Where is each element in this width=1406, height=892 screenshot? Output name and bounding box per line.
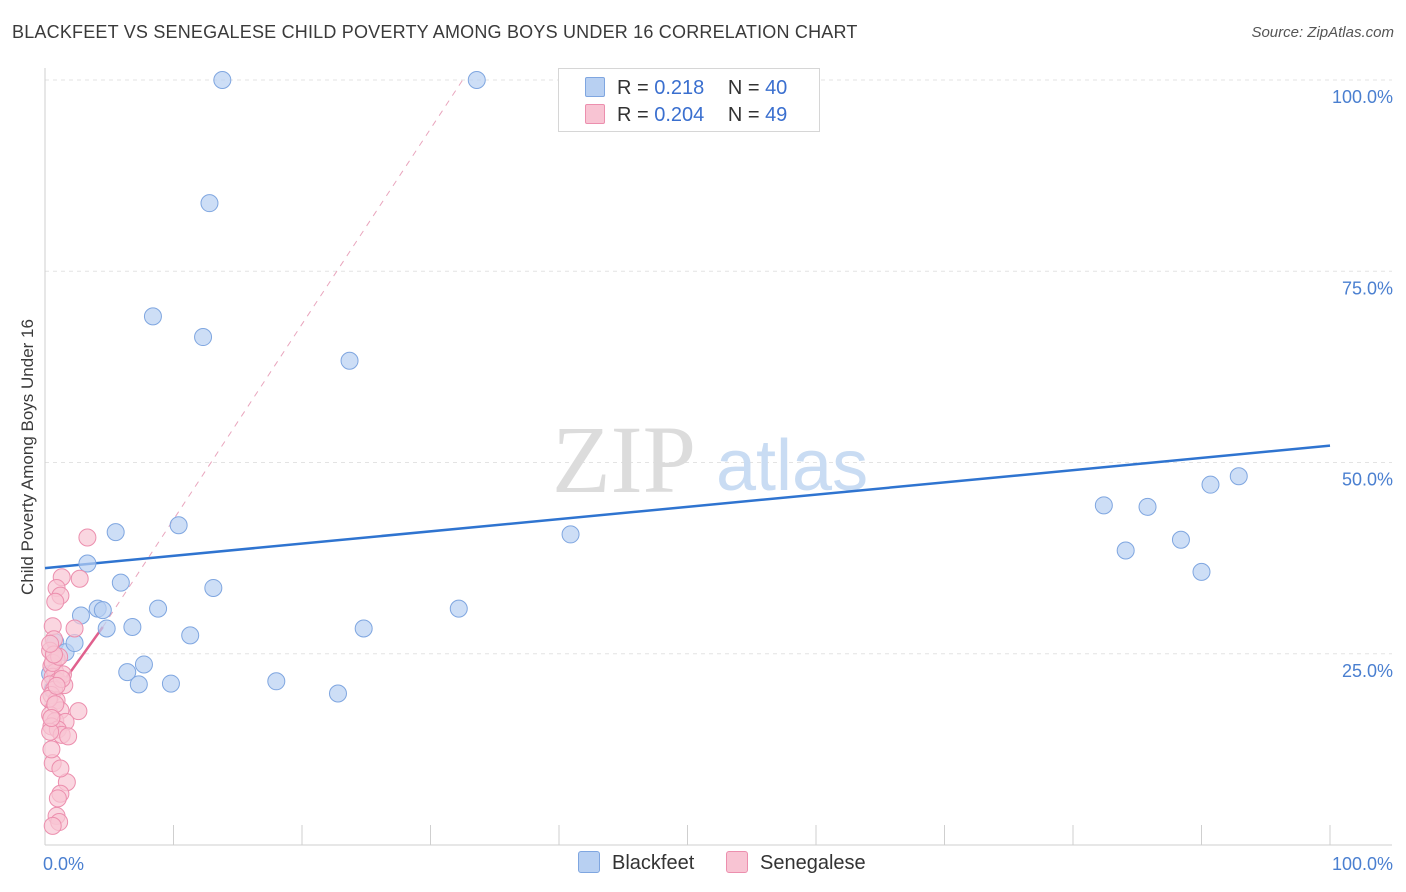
x-tick-label-min: 0.0% <box>43 854 84 874</box>
bottom-legend-label-senegalese: Senegalese <box>760 852 866 874</box>
point-senegalese <box>78 528 97 547</box>
point-senegalese <box>42 740 61 759</box>
trend-lines <box>43 79 1331 709</box>
grid <box>45 79 1392 655</box>
legend-n-label: N = <box>727 104 760 126</box>
legend-swatch-senegalese <box>585 104 605 124</box>
point-senegalese <box>46 592 65 611</box>
point-senegalese <box>48 789 67 808</box>
point-senegalese <box>69 702 88 721</box>
point-blackfeet <box>118 663 137 682</box>
y-tick-label: 50.0% <box>1342 470 1393 490</box>
y-tick-label: 25.0% <box>1342 661 1393 681</box>
point-senegalese <box>70 569 89 588</box>
point-blackfeet <box>1192 562 1211 581</box>
bottom-legend-label-blackfeet: Blackfeet <box>612 852 695 874</box>
point-senegalese <box>59 727 78 746</box>
point-blackfeet <box>200 194 219 213</box>
point-blackfeet <box>354 619 373 638</box>
legend-row-blackfeet: R = 0.218 N = 40 <box>585 77 787 103</box>
point-blackfeet <box>213 71 232 89</box>
point-blackfeet <box>1094 496 1113 515</box>
axes <box>44 68 1392 846</box>
point-senegalese <box>47 676 66 695</box>
point-blackfeet <box>204 578 223 597</box>
trend-line-blackfeet <box>44 444 1331 570</box>
point-blackfeet <box>111 573 130 592</box>
point-blackfeet <box>134 655 153 674</box>
point-blackfeet <box>123 617 142 636</box>
watermark: ZIP atlas <box>552 406 868 513</box>
legend-r-value-blackfeet: 0.218 <box>654 77 705 99</box>
bottom-legend-blackfeet: Blackfeet <box>578 851 694 875</box>
watermark-atlas: atlas <box>716 426 868 506</box>
point-blackfeet <box>143 307 162 326</box>
point-blackfeet <box>467 71 486 89</box>
point-blackfeet <box>449 599 468 618</box>
point-senegalese <box>42 709 61 728</box>
y-tick-label: 100.0% <box>1332 87 1393 107</box>
point-blackfeet <box>267 672 286 691</box>
y-axis-label: Child Poverty Among Boys Under 16 <box>18 319 37 595</box>
legend-r-label: R = <box>617 104 649 126</box>
series-blackfeet <box>41 71 1248 703</box>
legend-r-value-senegalese: 0.204 <box>654 104 705 126</box>
bottom-legend-swatch-senegalese <box>726 851 748 873</box>
point-senegalese <box>51 759 70 778</box>
legend-r-label: R = <box>617 77 649 99</box>
bottom-legend-swatch-blackfeet <box>578 851 600 873</box>
point-blackfeet <box>161 674 180 693</box>
point-blackfeet <box>97 619 116 638</box>
legend-row-senegalese: R = 0.204 N = 49 <box>585 104 787 130</box>
point-senegalese <box>65 619 84 638</box>
legend-swatch-blackfeet <box>585 77 605 97</box>
point-blackfeet <box>106 523 125 542</box>
point-blackfeet <box>1138 497 1157 516</box>
point-blackfeet <box>1201 475 1220 494</box>
legend-n-label: N = <box>727 77 760 99</box>
point-blackfeet <box>181 626 200 645</box>
point-blackfeet <box>1116 541 1135 560</box>
point-blackfeet <box>169 516 188 535</box>
point-blackfeet <box>561 525 580 544</box>
point-blackfeet <box>340 351 359 370</box>
y-tick-label: 75.0% <box>1342 278 1393 298</box>
source-label: Source: ZipAtlas.com <box>1251 24 1394 41</box>
point-blackfeet <box>78 554 97 573</box>
point-blackfeet <box>93 601 112 620</box>
point-blackfeet <box>328 684 347 703</box>
bottom-legend-senegalese: Senegalese <box>726 851 866 875</box>
point-blackfeet <box>194 328 213 347</box>
axis-labels: Child Poverty Among Boys Under 16 25.0% 5… <box>18 87 1393 874</box>
point-blackfeet <box>1229 467 1248 486</box>
trend-line-senegalese-extension <box>102 79 464 628</box>
chart-title: BLACKFEET VS SENEGALESE CHILD POVERTY AM… <box>12 22 858 42</box>
point-senegalese <box>43 816 62 835</box>
point-blackfeet <box>1171 530 1190 549</box>
point-blackfeet <box>129 675 148 694</box>
point-senegalese <box>41 634 60 653</box>
point-blackfeet <box>149 599 168 618</box>
legend-n-value-senegalese: 49 <box>765 104 788 126</box>
legend: R = 0.218 N = 40 R = 0.204 N = 49 <box>558 68 820 132</box>
watermark-zip: ZIP <box>552 406 696 513</box>
legend-n-value-blackfeet: 40 <box>765 77 788 99</box>
data-points <box>39 71 1248 835</box>
series-senegalese <box>39 528 97 835</box>
x-tick-label-max: 100.0% <box>1332 854 1393 874</box>
